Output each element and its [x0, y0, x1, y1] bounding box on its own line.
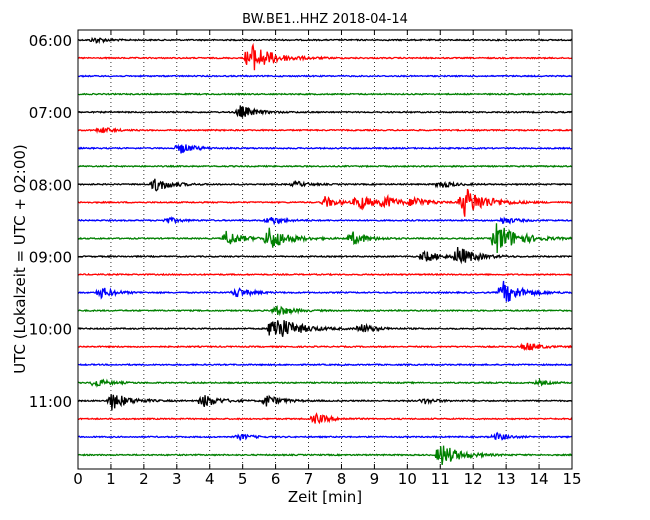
y-tick-label: 09:00 — [29, 248, 72, 266]
trace-10:52 — [77, 394, 573, 411]
x-tick-label: 5 — [238, 470, 248, 488]
x-tick-label: 11 — [431, 470, 450, 488]
trace-05:52 — [77, 36, 573, 45]
trace-08:22 — [77, 216, 573, 226]
trace-10:22 — [77, 362, 573, 367]
trace-09:52 — [77, 320, 573, 337]
trace-07:22 — [77, 143, 573, 154]
x-tick-label: 4 — [205, 470, 215, 488]
trace-06:22 — [77, 74, 573, 78]
x-tick-label: 2 — [139, 470, 149, 488]
x-tick-label: 6 — [271, 470, 281, 488]
y-tick-label: 07:00 — [29, 104, 72, 122]
trace-09:07 — [77, 272, 573, 277]
x-tick-label: 1 — [106, 470, 116, 488]
y-tick-label: 08:00 — [29, 176, 72, 194]
x-axis-label: Zeit [min] — [287, 488, 363, 506]
x-tick-label: 0 — [73, 470, 83, 488]
y-tick-label: 10:00 — [29, 321, 72, 339]
trace-10:07 — [77, 342, 573, 352]
trace-09:22 — [77, 280, 573, 302]
trace-07:52 — [77, 178, 573, 192]
trace-06:07 — [77, 42, 573, 71]
x-tick-label: 15 — [562, 470, 581, 488]
trace-10:37 — [77, 377, 573, 388]
x-tick-label: 13 — [497, 470, 516, 488]
trace-07:37 — [77, 164, 573, 169]
plot-frame — [77, 29, 573, 470]
trace-11:07 — [77, 412, 573, 425]
trace-06:52 — [77, 105, 573, 118]
x-tick-label: 7 — [304, 470, 314, 488]
y-tick-label: 11:00 — [29, 393, 72, 411]
trace-09:37 — [78, 305, 573, 317]
y-axis-label: UTC (Lokalzeit = UTC + 02:00) — [11, 144, 29, 374]
y-tick-label: 06:00 — [29, 32, 72, 50]
x-tick-label: 3 — [172, 470, 182, 488]
x-tick-label: 8 — [337, 470, 347, 488]
chart-title: BW.BE1..HHZ 2018-04-14 — [242, 12, 408, 27]
trace-11:37 — [77, 445, 573, 466]
trace-08:37 — [77, 223, 573, 254]
trace-08:52 — [77, 247, 573, 265]
x-tick-label: 9 — [370, 470, 380, 488]
x-tick-label: 10 — [398, 470, 417, 488]
trace-08:07 — [77, 188, 573, 217]
trace-11:22 — [77, 431, 573, 441]
x-tick-label: 12 — [464, 470, 483, 488]
trace-06:37 — [77, 92, 573, 96]
x-tick-label: 14 — [530, 470, 549, 488]
trace-07:07 — [77, 127, 573, 134]
